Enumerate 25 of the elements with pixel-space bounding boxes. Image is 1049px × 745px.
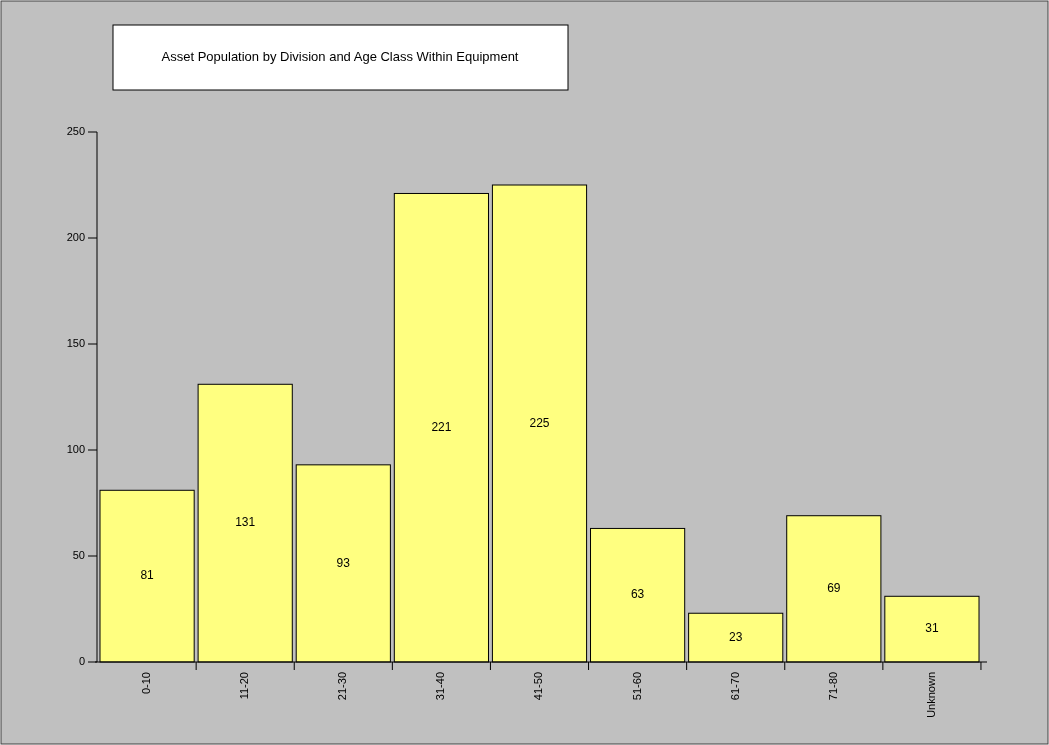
data-label: 63: [630, 587, 645, 602]
x-tick-label: 31-40: [434, 672, 447, 701]
data-label: 69: [827, 581, 841, 596]
data-label: 31: [925, 621, 939, 636]
y-tick-label: 150: [66, 336, 85, 349]
y-tick-label: 250: [66, 124, 85, 137]
data-label: 81: [140, 568, 155, 583]
x-tick-label: 11-20: [238, 672, 251, 700]
data-label: 225: [529, 415, 550, 430]
x-tick-label: Unknown: [924, 672, 937, 718]
data-label: 23: [729, 629, 743, 644]
x-tick-label: 71-80: [826, 672, 839, 701]
x-tick-label: 51-60: [630, 672, 643, 701]
y-tick-label: 200: [66, 230, 85, 243]
data-label: 131: [235, 515, 256, 530]
data-label: 221: [431, 419, 452, 434]
x-tick-label: 41-50: [532, 672, 545, 701]
y-tick-label: 100: [66, 442, 85, 455]
x-tick-label: 21-30: [336, 672, 349, 701]
chart-title: Asset Population by Division and Age Class Within Equipment: [161, 49, 519, 65]
data-label: 93: [336, 555, 351, 570]
x-tick-label: 61-70: [728, 672, 741, 701]
x-tick-label: 0-10: [140, 672, 152, 695]
y-tick-label: 0: [78, 654, 85, 667]
y-tick-label: 50: [72, 548, 85, 561]
